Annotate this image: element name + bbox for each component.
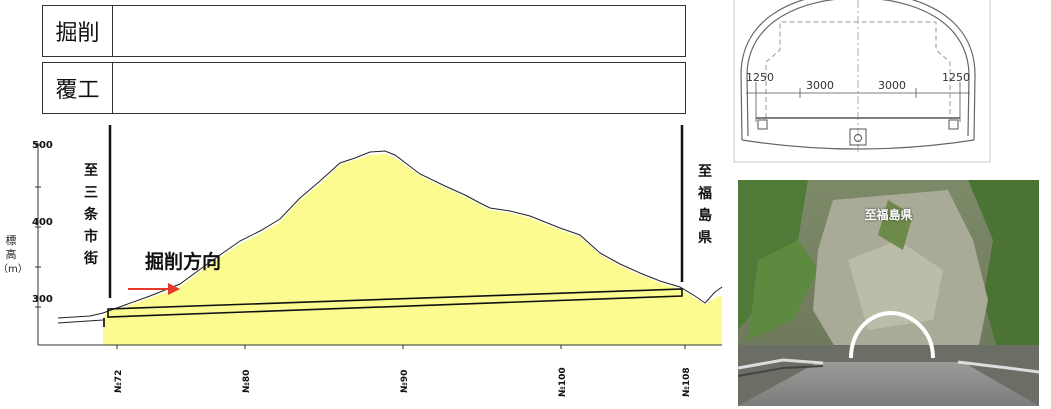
dimension-label: 1250: [942, 71, 970, 84]
photo-caption: 至福島県: [864, 208, 913, 222]
y-axis-label-2: 高: [5, 248, 17, 261]
cross-section-frame: [733, 0, 991, 163]
portal-arch-marker: [849, 310, 935, 359]
tunnel-lining-outer: [740, 0, 976, 141]
left-destination-label: 至 三 条 市 街: [82, 160, 100, 270]
right-destination-char: 福: [698, 186, 712, 202]
right-vegetation: [968, 180, 1039, 360]
tunnel-cross-section: 1250 3000 3000 1250: [733, 0, 991, 163]
left-vegetation-2: [748, 240, 818, 340]
tunnel-lining-inner: [746, 0, 970, 137]
slope-shrub: [878, 200, 913, 250]
x-tick-label: №90: [400, 370, 410, 393]
road-line: [57, 319, 104, 324]
x-tick-label: №80: [242, 370, 252, 393]
dimension-label: 3000: [878, 79, 906, 92]
left-destination-char: 街: [84, 251, 98, 267]
y-tick-label: 300: [32, 294, 53, 305]
right-destination-char: 県: [698, 230, 712, 246]
right-guardrail: [957, 360, 1039, 374]
right-drain: [948, 119, 959, 130]
ground-fill: [103, 154, 722, 345]
right-destination-char: 島: [698, 208, 712, 224]
left-drain: [757, 119, 768, 130]
right-destination-char: 至: [698, 164, 712, 180]
y-axis-label-unit: （m）: [0, 264, 28, 275]
tunnel-outline: [107, 288, 683, 318]
excavation-direction-label: 掘削方向: [145, 251, 222, 273]
road: [738, 362, 1039, 406]
left-destination-char: 条: [84, 207, 98, 223]
left-destination-char: 三: [84, 185, 98, 201]
left-destination-char: 至: [84, 163, 98, 179]
rock-face: [848, 240, 943, 330]
progress-label-lining: 覆工: [43, 63, 113, 113]
x-tick-marks: [116, 345, 686, 349]
x-tick-label: №72: [114, 370, 124, 393]
progress-table: 掘削 覆工: [42, 5, 686, 114]
left-guardrail: [738, 358, 824, 370]
y-tick-marks: [35, 144, 41, 308]
center-drain: [849, 128, 867, 146]
right-destination-label: 至 福 島 県: [696, 161, 714, 249]
portal-site-illustration: [738, 180, 1039, 406]
progress-label-excavation: 掘削: [43, 6, 113, 56]
left-guardrail-shadow: [738, 365, 824, 377]
x-tick-label: №100: [558, 367, 568, 397]
dimension-label: 3000: [806, 79, 834, 92]
y-tick-label: 500: [32, 140, 53, 151]
tunnel-profile-diagram: №72 №80 №90 №100 №108 500 400 300: [32, 125, 723, 397]
x-tick-label: №108: [682, 367, 692, 397]
y-tick-label: 400: [32, 217, 53, 228]
progress-row-lining: 覆工: [42, 62, 686, 114]
center-drain-pipe: [854, 134, 862, 142]
left-destination-char: 市: [84, 229, 98, 245]
portal-site-photo: 至福島県: [738, 180, 1039, 406]
dimension-label: 1250: [746, 71, 774, 84]
progress-row-excavation: 掘削: [42, 5, 686, 57]
excavation-direction-arrow: [128, 283, 180, 295]
terrain-line: [57, 150, 723, 319]
y-axis-label-1: 標: [5, 234, 17, 247]
